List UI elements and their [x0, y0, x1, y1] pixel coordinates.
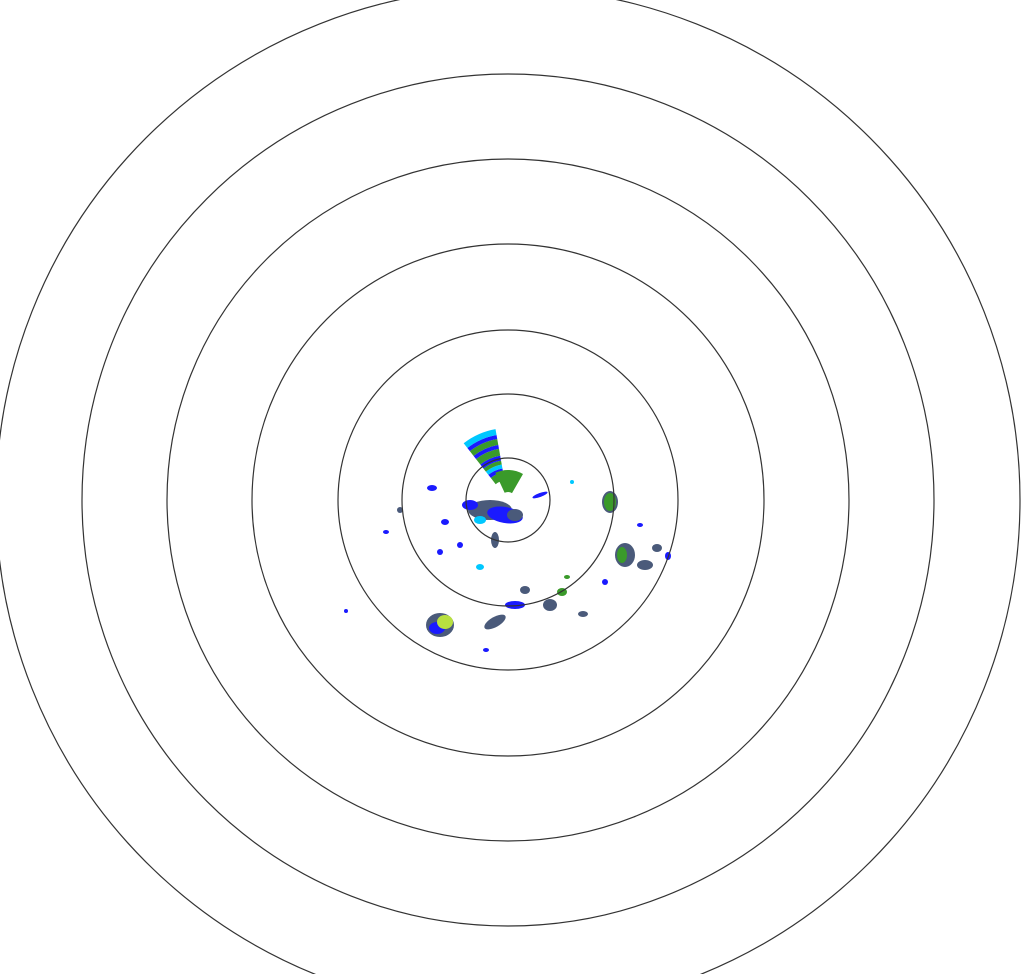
echo-cell — [578, 611, 588, 617]
range-ring-5 — [166, 158, 850, 842]
echo-sector — [495, 469, 523, 494]
range-ring-3 — [337, 329, 679, 671]
echo-cell — [483, 648, 489, 652]
echo-cell — [652, 544, 662, 552]
echo-cell — [507, 509, 523, 521]
echo-cell — [617, 547, 627, 563]
echo-cell — [602, 579, 608, 585]
echo-sector — [463, 429, 497, 448]
echo-cell — [484, 614, 506, 630]
reflectivity-echoes — [344, 429, 671, 652]
echo-cell — [441, 519, 449, 525]
echo-cell — [532, 491, 548, 499]
echo-sector — [483, 460, 502, 472]
range-ring-6 — [81, 73, 935, 927]
echo-cell — [476, 564, 484, 570]
echo-cell — [604, 493, 616, 511]
echo-cell — [437, 549, 443, 555]
range-ring-2 — [401, 393, 615, 607]
echo-sector — [467, 435, 498, 452]
echo-sector — [475, 448, 501, 465]
echo-cell — [543, 599, 557, 611]
echo-sector — [485, 464, 503, 475]
echo-sector — [473, 444, 499, 460]
echo-cell — [637, 560, 653, 570]
echo-cell — [564, 575, 570, 579]
range-ring-1 — [465, 457, 551, 543]
echo-cell — [344, 609, 348, 613]
echo-sector — [469, 438, 499, 456]
echo-cell — [427, 485, 437, 491]
echo-cell — [505, 601, 525, 609]
echo-cell — [457, 542, 463, 548]
echo-cell — [397, 507, 403, 513]
echo-cell — [437, 615, 453, 629]
range-ring-4 — [251, 243, 765, 757]
echo-cell — [637, 523, 643, 527]
echo-cell — [520, 586, 530, 594]
echo-cell — [462, 500, 478, 510]
echo-cell — [570, 480, 574, 484]
echo-cell — [474, 516, 486, 524]
echo-cell — [383, 530, 389, 534]
